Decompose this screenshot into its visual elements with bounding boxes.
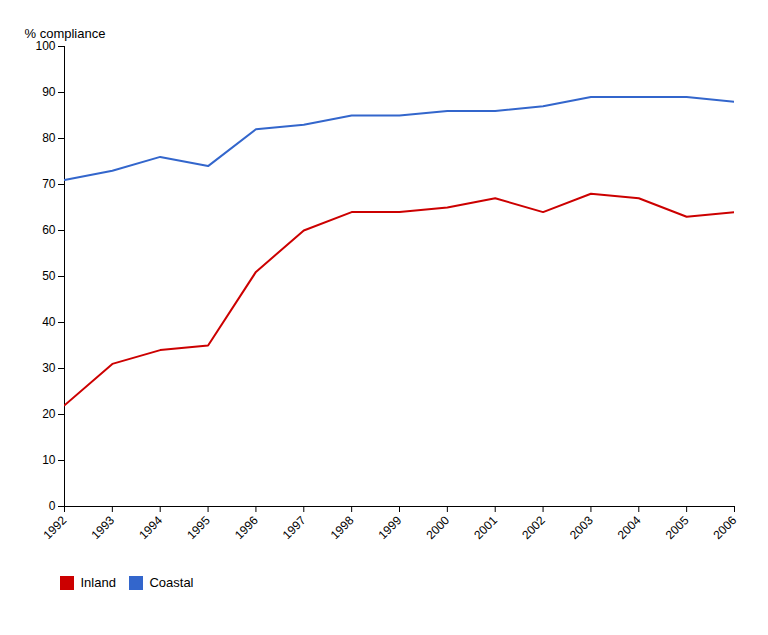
svg-text:20: 20	[42, 407, 56, 421]
svg-text:1997: 1997	[280, 513, 309, 542]
svg-text:2003: 2003	[567, 513, 596, 542]
svg-text:1992: 1992	[41, 513, 70, 542]
svg-text:1994: 1994	[136, 513, 165, 542]
svg-text:1995: 1995	[184, 513, 213, 542]
svg-text:2000: 2000	[423, 513, 452, 542]
html-text:Inland: Inland	[80, 575, 116, 590]
svg-text:1999: 1999	[376, 513, 405, 542]
svg-text:50: 50	[42, 269, 56, 283]
svg-text:2005: 2005	[663, 513, 692, 542]
svg-text:30: 30	[42, 361, 56, 375]
svg-text:1993: 1993	[88, 513, 117, 542]
svg-text:2002: 2002	[519, 513, 548, 542]
svg-text:80: 80	[42, 131, 56, 145]
html-text:Coastal: Coastal	[149, 575, 194, 590]
svg-text:10: 10	[42, 453, 56, 467]
svg-text:2006: 2006	[711, 513, 740, 542]
svg-text:1996: 1996	[232, 513, 261, 542]
svg-text:100: 100	[35, 39, 55, 53]
svg-text:60: 60	[42, 223, 56, 237]
svg-text:1998: 1998	[328, 513, 357, 542]
svg-text:2001: 2001	[471, 513, 500, 542]
svg-text:90: 90	[42, 85, 56, 99]
svg-text:40: 40	[42, 315, 56, 329]
svg-text:% compliance: % compliance	[25, 26, 106, 41]
svg-text:0: 0	[49, 499, 56, 513]
svg-text:70: 70	[42, 177, 56, 191]
svg-text:2004: 2004	[615, 513, 644, 542]
